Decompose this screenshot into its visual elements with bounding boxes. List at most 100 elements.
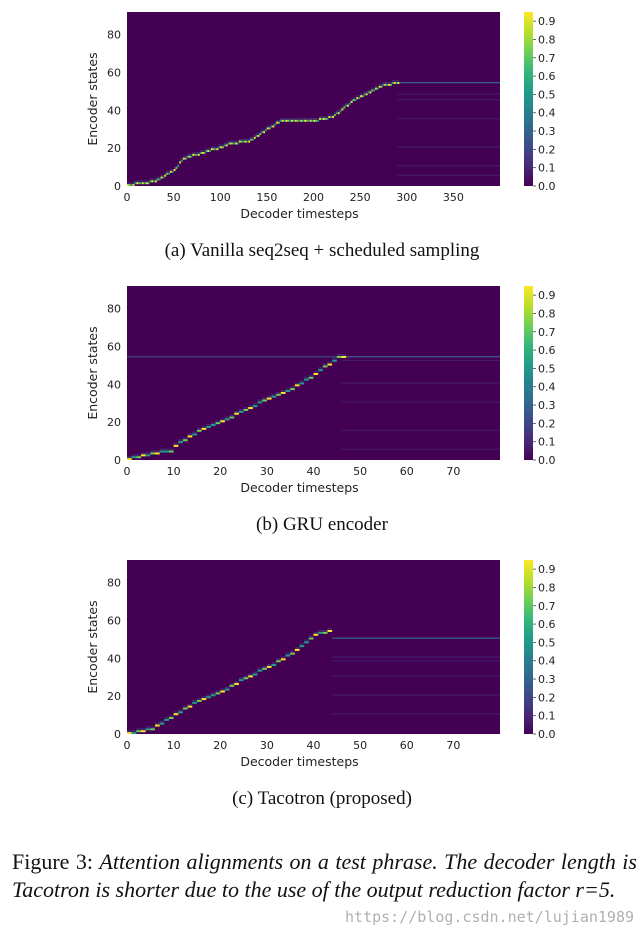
x-tick-label: 0 <box>124 739 131 752</box>
alignment-cell <box>304 119 307 122</box>
alignment-cell <box>243 408 249 411</box>
alignment-cell <box>206 696 211 699</box>
alignment-cell <box>173 168 176 171</box>
alignment-cell <box>327 363 333 366</box>
alignment-spread <box>251 136 254 139</box>
alignment-cell <box>285 654 291 657</box>
alignment-spread <box>212 146 215 148</box>
colorbar-tick-label: 0.1 <box>538 436 556 449</box>
alignment-spread <box>197 151 200 154</box>
alignment-spread <box>227 140 230 143</box>
alignment-spread <box>178 439 183 441</box>
alignment-spread <box>266 664 272 666</box>
alignment-spread <box>313 117 316 120</box>
alignment-spread <box>356 95 359 97</box>
tail-streak <box>341 382 500 384</box>
alignment-cell <box>164 450 169 453</box>
y-tick-label: 0 <box>114 180 121 193</box>
alignment-spread <box>220 418 225 420</box>
alignment-cell <box>307 119 310 122</box>
alignment-cell <box>296 119 299 122</box>
alignment-spread <box>337 110 340 112</box>
alignment-cell <box>178 441 183 444</box>
alignment-spread <box>181 157 183 160</box>
colorbar-tick-label: 0.4 <box>538 381 556 394</box>
alignment-cell <box>246 140 249 143</box>
alignment-cell <box>332 359 337 362</box>
alignment-cell <box>131 732 137 735</box>
alignment-cell <box>271 395 277 398</box>
alignment-spread <box>287 117 290 120</box>
alignment-spread <box>210 422 216 424</box>
alignment-cell <box>382 83 385 86</box>
alignment-cell <box>212 148 215 151</box>
y-tick-label: 20 <box>107 142 121 155</box>
alignment-spread <box>160 174 163 177</box>
alignment-cell <box>218 146 221 149</box>
alignment-spread <box>154 722 160 725</box>
alignment-spread <box>332 114 335 116</box>
alignment-spread <box>272 123 275 126</box>
alignment-cell <box>386 83 389 86</box>
alignment-spread <box>291 117 293 120</box>
alignment-cell <box>294 648 300 651</box>
alignment-spread <box>238 408 244 411</box>
alignment-cell <box>365 93 368 96</box>
x-tick-label: 10 <box>167 739 181 752</box>
alignment-cell <box>395 81 398 84</box>
alignment-cell <box>266 397 272 400</box>
alignment-spread <box>141 180 144 182</box>
alignment-spread <box>131 730 137 732</box>
colorbar-tick-label: 0.1 <box>538 162 556 175</box>
alignment-cell <box>224 688 230 691</box>
alignment-cell <box>145 728 151 731</box>
alignment-spread <box>263 129 266 131</box>
alignment-spread <box>206 424 211 426</box>
alignment-spread <box>131 454 137 456</box>
alignment-spread <box>187 433 193 436</box>
alignment-spread <box>132 182 135 184</box>
alignment-cell <box>311 119 314 122</box>
alignment-cell <box>285 390 291 393</box>
alignment-spread <box>332 357 337 360</box>
alignment-spread <box>150 450 155 453</box>
alignment-spread <box>134 180 137 182</box>
alignment-cell <box>299 382 305 385</box>
alignment-cell <box>373 89 376 92</box>
alignment-cell <box>205 150 208 153</box>
heatmap-panel-0: 0 50 100 150 200 250 300 350 0 20 40 60 80 Decoder ti… <box>85 12 556 221</box>
alignment-spread <box>278 119 280 122</box>
alignment-spread <box>397 80 400 82</box>
alignment-spread <box>294 117 297 120</box>
alignment-spread <box>182 155 185 158</box>
y-axis-label: Encoder states <box>85 52 100 145</box>
alignment-spread <box>196 698 202 700</box>
alignment-cell <box>347 104 349 107</box>
y-tick-label: 20 <box>107 416 121 429</box>
alignment-cell <box>281 119 284 122</box>
alignment-spread <box>222 144 224 146</box>
alignment-cell <box>233 142 236 145</box>
x-tick-label: 60 <box>400 739 414 752</box>
alignment-cell <box>276 393 281 396</box>
alignment-spread <box>250 136 252 139</box>
alignment-spread <box>345 102 348 105</box>
alignment-cell <box>289 119 292 122</box>
alignment-cell <box>313 119 316 122</box>
alignment-spread <box>162 174 165 177</box>
alignment-spread <box>259 131 262 133</box>
alignment-cell <box>294 384 300 387</box>
x-tick-label: 60 <box>400 465 414 478</box>
alignment-spread <box>196 427 202 430</box>
alignment-cell <box>210 148 213 151</box>
alignment-cell <box>322 117 325 120</box>
alignment-spread <box>386 81 389 84</box>
alignment-cell <box>225 144 228 147</box>
alignment-cell <box>134 182 137 185</box>
alignment-cell <box>304 378 309 381</box>
caption-text: Attention alignments on a test phrase. T… <box>12 849 637 902</box>
alignment-spread <box>158 176 161 179</box>
alignment-cell <box>140 730 146 733</box>
tail-streak <box>332 675 500 677</box>
alignment-spread <box>153 178 155 180</box>
